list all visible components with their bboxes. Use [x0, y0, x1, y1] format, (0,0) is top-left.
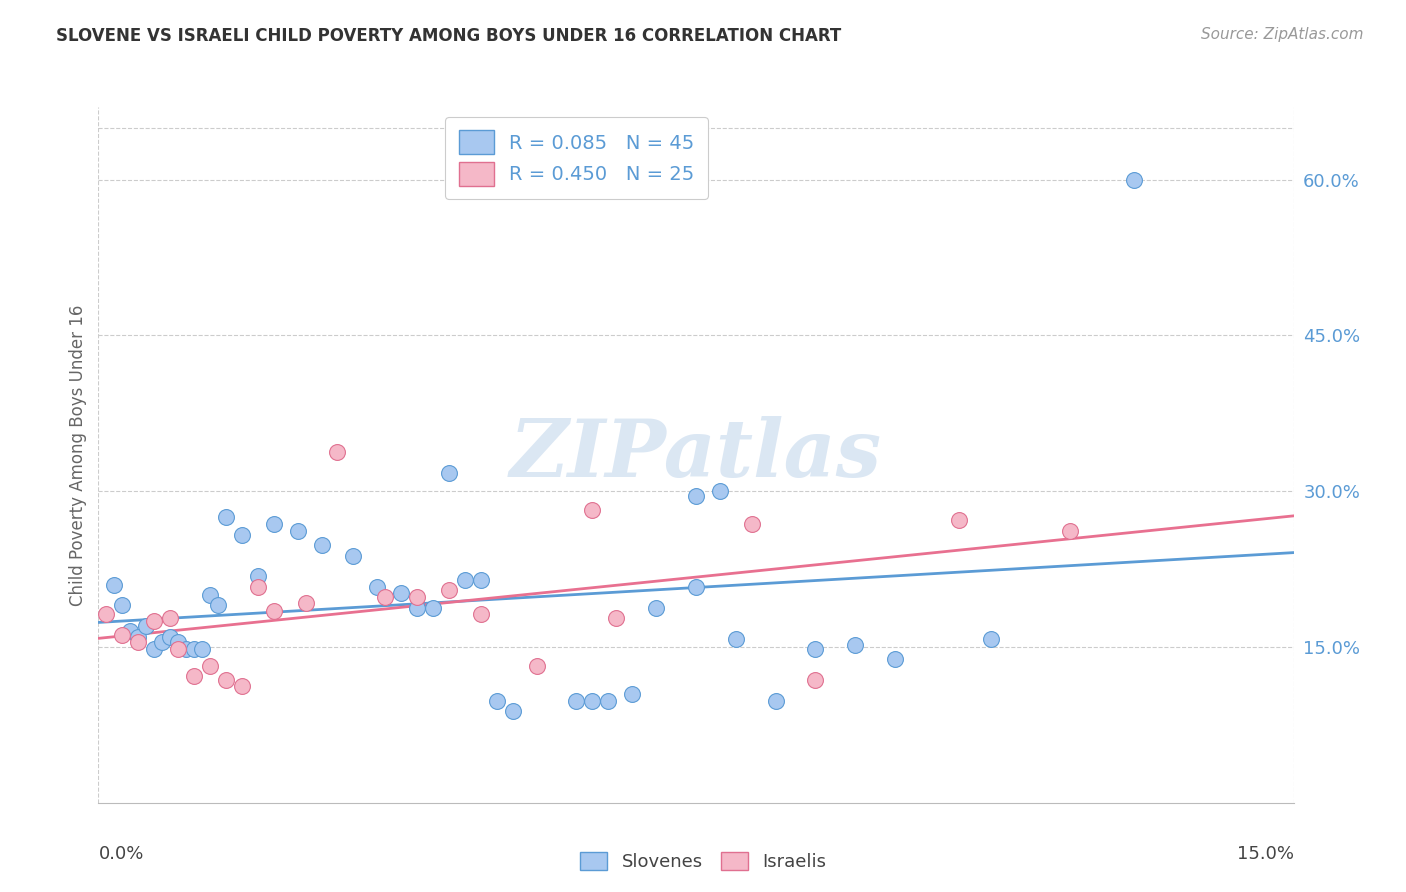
Point — [389, 586, 412, 600]
Point — [526, 658, 548, 673]
Point — [685, 580, 707, 594]
Point — [621, 687, 644, 701]
Point — [135, 619, 157, 633]
Point — [143, 614, 166, 628]
Point — [366, 580, 388, 594]
Point — [287, 524, 309, 538]
Point — [741, 517, 763, 532]
Point — [581, 694, 603, 708]
Point — [1059, 524, 1081, 538]
Point — [1123, 172, 1146, 186]
Point — [174, 642, 197, 657]
Text: Source: ZipAtlas.com: Source: ZipAtlas.com — [1201, 27, 1364, 42]
Legend: R = 0.085   N = 45, R = 0.450   N = 25: R = 0.085 N = 45, R = 0.450 N = 25 — [444, 117, 709, 199]
Point — [143, 642, 166, 657]
Point — [884, 652, 907, 666]
Point — [215, 510, 238, 524]
Point — [159, 630, 181, 644]
Point — [215, 673, 238, 688]
Text: 15.0%: 15.0% — [1236, 845, 1294, 863]
Point — [342, 549, 364, 563]
Point — [470, 573, 492, 587]
Point — [326, 445, 349, 459]
Point — [470, 607, 492, 621]
Point — [246, 569, 269, 583]
Point — [263, 604, 285, 618]
Point — [183, 669, 205, 683]
Point — [374, 590, 396, 604]
Point — [127, 635, 149, 649]
Point — [127, 630, 149, 644]
Point — [183, 642, 205, 657]
Point — [231, 528, 253, 542]
Point — [111, 599, 134, 613]
Point — [191, 642, 214, 657]
Point — [485, 694, 508, 708]
Point — [422, 600, 444, 615]
Point — [311, 538, 333, 552]
Point — [948, 513, 970, 527]
Point — [765, 694, 787, 708]
Point — [724, 632, 747, 646]
Point — [406, 590, 429, 604]
Point — [804, 673, 827, 688]
Point — [685, 490, 707, 504]
Point — [980, 632, 1002, 646]
Point — [159, 611, 181, 625]
Text: SLOVENE VS ISRAELI CHILD POVERTY AMONG BOYS UNDER 16 CORRELATION CHART: SLOVENE VS ISRAELI CHILD POVERTY AMONG B… — [56, 27, 841, 45]
Point — [437, 466, 460, 480]
Point — [844, 638, 866, 652]
Point — [294, 596, 316, 610]
Point — [454, 573, 477, 587]
Point — [231, 680, 253, 694]
Point — [581, 503, 603, 517]
Point — [645, 600, 668, 615]
Point — [502, 705, 524, 719]
Point — [598, 694, 620, 708]
Point — [565, 694, 588, 708]
Point — [111, 627, 134, 641]
Y-axis label: Child Poverty Among Boys Under 16: Child Poverty Among Boys Under 16 — [69, 304, 87, 606]
Point — [709, 484, 731, 499]
Text: ZIPatlas: ZIPatlas — [510, 417, 882, 493]
Text: 0.0%: 0.0% — [98, 845, 143, 863]
Point — [198, 588, 221, 602]
Point — [437, 582, 460, 597]
Point — [207, 599, 229, 613]
Point — [263, 517, 285, 532]
Point — [103, 578, 125, 592]
Point — [804, 642, 827, 657]
Point — [120, 624, 142, 639]
Point — [167, 635, 190, 649]
Point — [96, 607, 118, 621]
Point — [406, 600, 429, 615]
Legend: Slovenes, Israelis: Slovenes, Israelis — [572, 845, 834, 879]
Point — [150, 635, 173, 649]
Point — [167, 642, 190, 657]
Point — [246, 580, 269, 594]
Point — [198, 658, 221, 673]
Point — [605, 611, 627, 625]
